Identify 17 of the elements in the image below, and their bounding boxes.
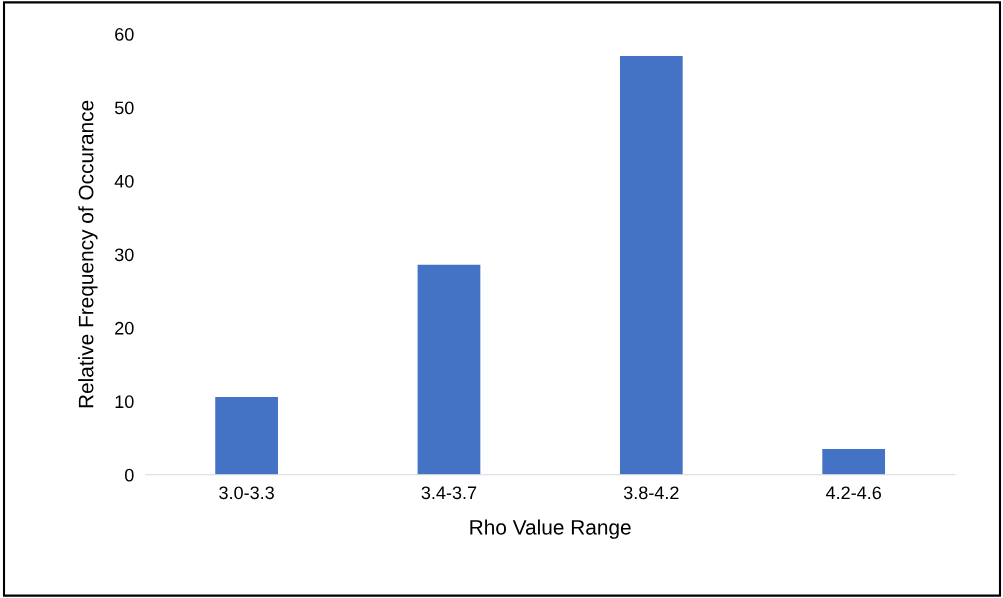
y-tick-label: 40 [114,174,134,188]
y-tick-label: 20 [115,321,134,335]
y-tick-label: 30 [114,248,134,262]
y-tick-label: 10 [115,395,134,409]
x-tick-label: 4.2-4.6 [825,486,881,500]
y-axis-title: Relative Frequency of Occurance [78,100,98,408]
bar [822,449,886,475]
bar [619,56,683,475]
bar [215,396,278,475]
x-tick-label: 3.4-3.7 [421,486,477,500]
bar [417,264,481,475]
x-tick-label: 3.8-4.2 [623,486,679,500]
y-tick-label: 60 [115,28,134,41]
x-tick-label: 3.0-3.3 [219,486,274,500]
x-axis-title: Rho Value Range [470,519,631,539]
y-tick-label: 50 [114,101,134,115]
y-tick-label: 0 [124,468,134,482]
